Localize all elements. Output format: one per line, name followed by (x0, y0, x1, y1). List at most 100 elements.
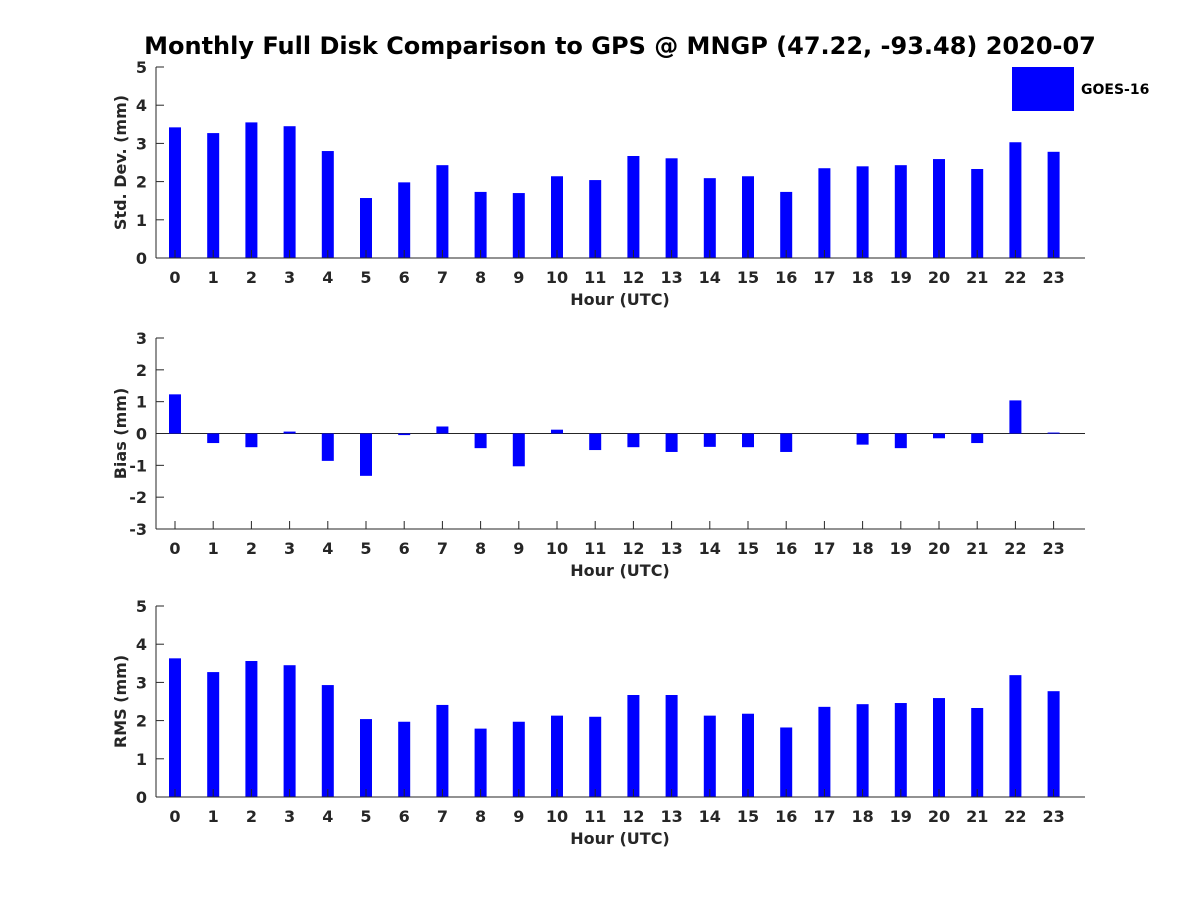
x-tick-label: 19 (890, 539, 912, 558)
x-tick-label: 11 (584, 268, 606, 287)
bar-rms-3 (283, 665, 296, 797)
bar-std-dev-18 (856, 166, 869, 258)
x-tick-label: 18 (851, 807, 873, 826)
x-tick-label: 3 (284, 268, 295, 287)
bar-rms-23 (1047, 691, 1060, 797)
bar-rms-5 (360, 719, 372, 797)
x-tick-label: 2 (246, 539, 257, 558)
x-tick-label: 4 (322, 539, 333, 558)
bar-bias-16 (780, 433, 793, 452)
x-tick-label: 2 (246, 807, 257, 826)
x-tick-label: 15 (737, 539, 759, 558)
bar-std-dev-21 (971, 168, 984, 258)
y-tick-label: 4 (136, 96, 147, 115)
x-tick-label: 5 (360, 268, 371, 287)
bar-rms-18 (856, 704, 869, 797)
bar-bias-19 (894, 433, 907, 449)
x-tick-label: 19 (890, 268, 912, 287)
bar-rms-7 (436, 704, 449, 797)
bar-bias-10 (551, 429, 563, 434)
x-tick-label: 22 (1004, 268, 1026, 287)
bar-rms-11 (589, 716, 602, 797)
x-tick-label: 17 (813, 539, 835, 558)
bar-std-dev-7 (436, 165, 449, 258)
x-tick-label: 16 (775, 268, 797, 287)
x-tick-label: 15 (737, 268, 759, 287)
x-tick-label: 10 (546, 268, 568, 287)
y-tick-label: -1 (129, 456, 147, 475)
x-tick-label: 17 (813, 268, 835, 287)
x-axis-label: Hour (UTC) (570, 290, 670, 309)
x-tick-label: 1 (208, 807, 219, 826)
bar-std-dev-19 (894, 165, 907, 258)
x-tick-label: 21 (966, 268, 988, 287)
x-tick-label: 6 (399, 539, 410, 558)
x-tick-label: 6 (399, 268, 410, 287)
x-tick-label: 5 (360, 539, 371, 558)
x-tick-label: 12 (622, 807, 644, 826)
x-tick-label: 3 (284, 539, 295, 558)
x-tick-label: 4 (322, 807, 333, 826)
x-tick-label: 19 (890, 807, 912, 826)
bar-std-dev-15 (742, 176, 754, 258)
bar-rms-8 (474, 728, 487, 797)
bar-bias-7 (436, 426, 449, 434)
y-tick-label: -3 (129, 520, 147, 539)
bar-rms-15 (742, 713, 754, 797)
bar-rms-12 (627, 695, 640, 797)
bar-std-dev-4 (321, 151, 334, 258)
x-tick-label: 8 (475, 268, 486, 287)
x-tick-label: 1 (208, 268, 219, 287)
x-tick-label: 9 (513, 539, 524, 558)
bar-rms-16 (780, 727, 793, 797)
x-tick-label: 18 (851, 539, 873, 558)
bar-std-dev-13 (665, 158, 678, 258)
legend-swatch (1012, 67, 1074, 111)
x-tick-label: 11 (584, 539, 606, 558)
y-tick-label: 0 (136, 425, 147, 444)
bar-rms-21 (971, 707, 984, 797)
y-tick-label: 4 (136, 635, 147, 654)
bar-bias-14 (703, 433, 716, 447)
x-tick-label: 22 (1004, 807, 1026, 826)
bar-bias-5 (360, 433, 372, 476)
bar-bias-0 (169, 394, 181, 434)
y-tick-label: 0 (136, 788, 147, 807)
bar-bias-8 (474, 433, 487, 449)
x-tick-label: 0 (169, 807, 180, 826)
x-tick-label: 14 (699, 268, 721, 287)
x-tick-label: 20 (928, 539, 950, 558)
chart-title: Monthly Full Disk Comparison to GPS @ MN… (144, 32, 1096, 60)
bar-rms-19 (894, 703, 907, 797)
x-tick-label: 21 (966, 539, 988, 558)
bar-rms-10 (551, 715, 563, 797)
bar-std-dev-10 (551, 176, 563, 258)
x-tick-label: 22 (1004, 539, 1026, 558)
bar-rms-13 (665, 695, 678, 797)
bar-bias-22 (1009, 400, 1022, 434)
y-axis-label: RMS (mm) (111, 655, 130, 748)
x-tick-label: 14 (699, 807, 721, 826)
x-tick-label: 17 (813, 807, 835, 826)
x-tick-label: 15 (737, 807, 759, 826)
x-tick-label: 6 (399, 807, 410, 826)
x-tick-label: 10 (546, 807, 568, 826)
bar-std-dev-5 (360, 198, 372, 258)
bar-rms-17 (818, 706, 831, 797)
bar-std-dev-20 (933, 159, 945, 258)
y-tick-label: 0 (136, 249, 147, 268)
y-tick-label: 2 (136, 712, 147, 731)
x-axis-label: Hour (UTC) (570, 829, 670, 848)
bar-std-dev-22 (1009, 142, 1022, 258)
x-tick-label: 5 (360, 807, 371, 826)
x-tick-label: 13 (660, 539, 682, 558)
bar-std-dev-17 (818, 168, 831, 258)
bar-bias-15 (742, 433, 754, 448)
bar-bias-1 (207, 433, 220, 444)
y-tick-label: 1 (136, 393, 147, 412)
bar-rms-1 (207, 672, 220, 797)
